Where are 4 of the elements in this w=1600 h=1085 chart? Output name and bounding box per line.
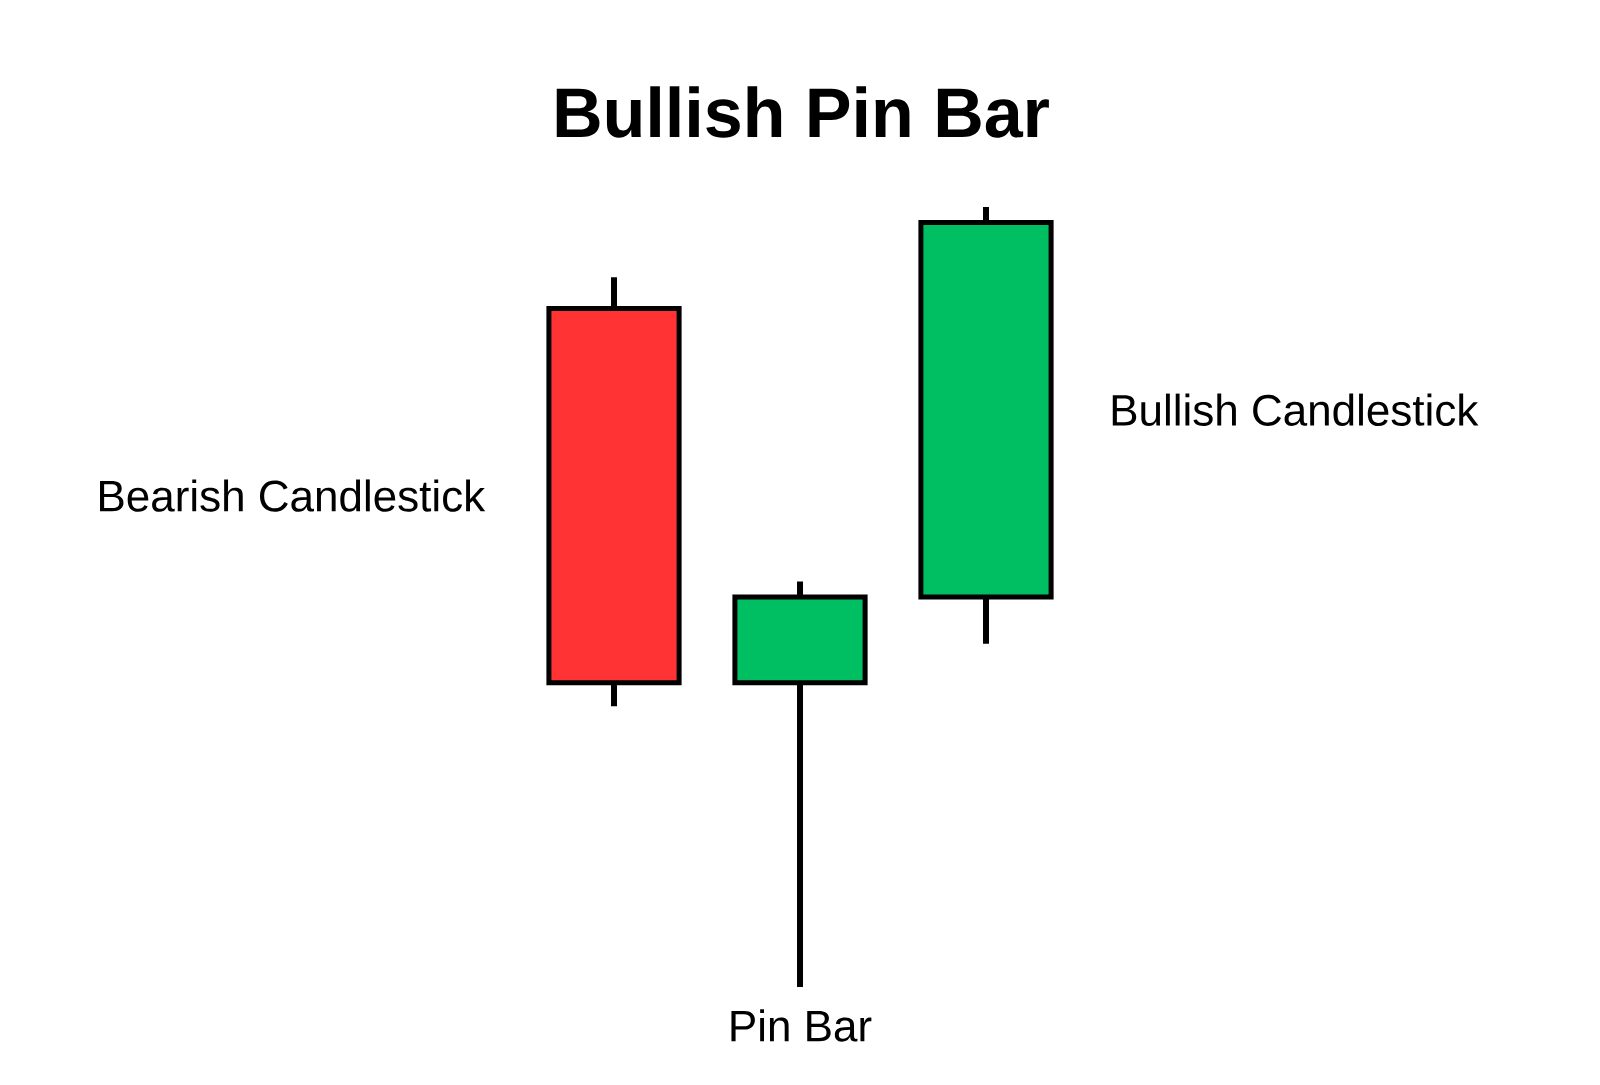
text: Bearish Candlestick [100,479,486,512]
text: Pin Bar [731,1009,872,1042]
chart-title: Bullish Pin Bar [556,86,1049,138]
text: Bullish Candlestick [1112,393,1479,426]
